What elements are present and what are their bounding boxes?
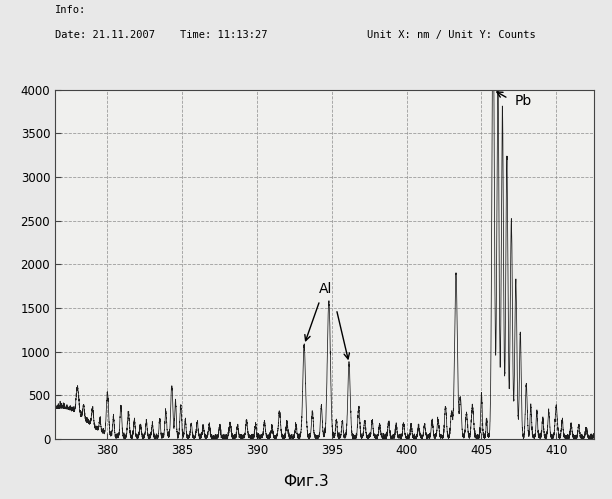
Text: Date: 21.11.2007    Time: 11:13:27: Date: 21.11.2007 Time: 11:13:27 <box>55 30 267 40</box>
Text: Pb: Pb <box>514 94 532 108</box>
Text: Unit X: nm / Unit Y: Counts: Unit X: nm / Unit Y: Counts <box>367 30 536 40</box>
Text: Al: Al <box>319 282 332 296</box>
Text: Фиг.3: Фиг.3 <box>283 474 329 489</box>
Text: Info:: Info: <box>55 5 86 15</box>
